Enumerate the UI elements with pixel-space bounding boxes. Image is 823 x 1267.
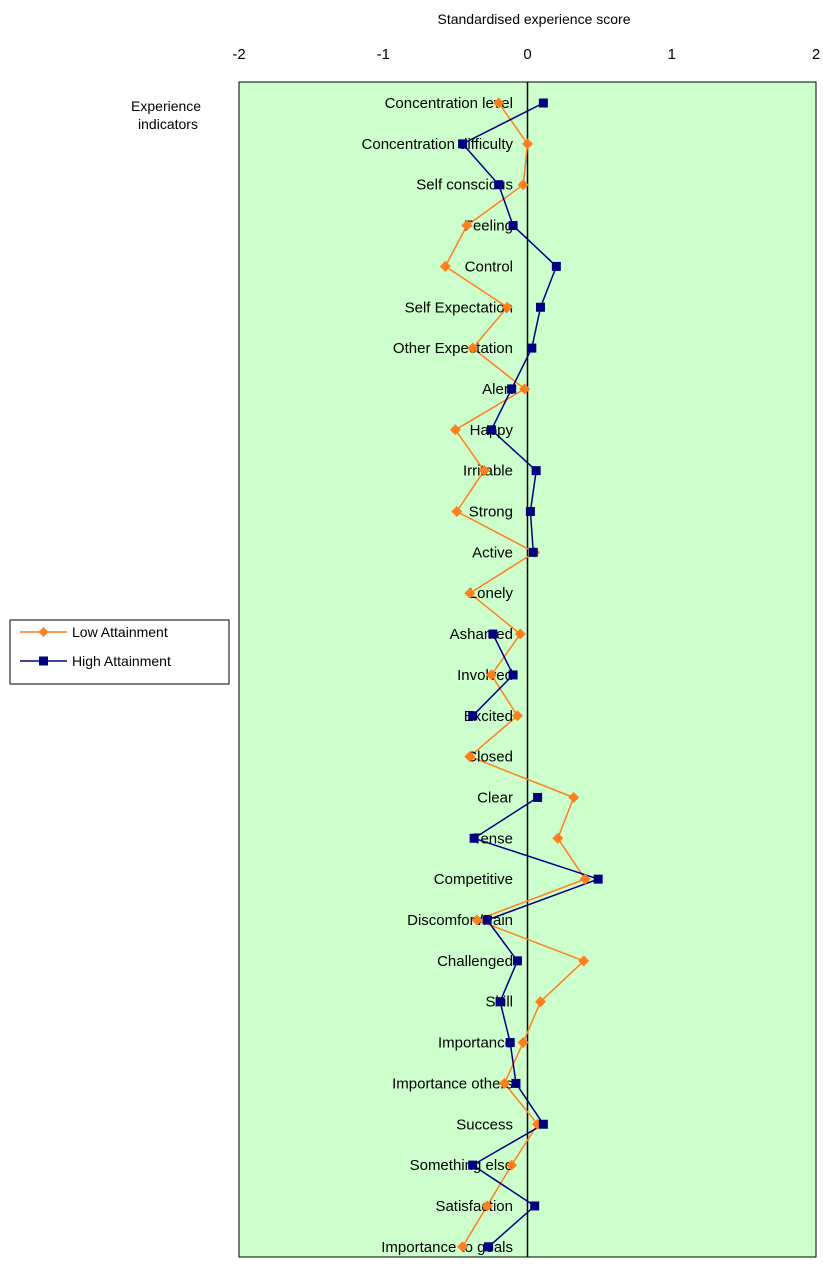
marker-low — [464, 587, 476, 599]
marker-low — [534, 996, 546, 1008]
legend: Low Attainment High Attainment — [9, 619, 230, 685]
marker-low — [501, 301, 513, 313]
marker-high — [484, 1242, 494, 1252]
category-label: Challenged — [437, 953, 513, 970]
marker-low — [552, 832, 564, 844]
category-label: Lonely — [469, 585, 514, 602]
series-markers — [439, 97, 603, 1253]
marker-low — [514, 628, 526, 640]
marker-low — [457, 1241, 469, 1253]
category-label: Self Expectation — [405, 299, 513, 316]
category-label: Competitive — [434, 871, 513, 888]
marker-high — [511, 1078, 521, 1088]
category-label: Active — [472, 544, 513, 561]
category-label: Importance — [438, 1035, 513, 1052]
marker-high — [538, 98, 548, 108]
marker-low — [461, 220, 473, 232]
marker-high — [531, 466, 541, 476]
y-axis-title-line-1: Experience — [131, 98, 201, 114]
marker-high — [486, 425, 496, 435]
marker-low — [439, 260, 451, 272]
marker-high — [495, 997, 505, 1007]
series-line-high — [471, 796, 599, 1248]
marker-low — [517, 1037, 529, 1049]
marker-high — [593, 874, 603, 884]
marker-high — [507, 384, 517, 394]
marker-low — [471, 914, 483, 926]
x-tick-labels: -2 -1 0 1 2 — [232, 46, 820, 63]
category-label: Clear — [477, 789, 513, 806]
marker-high — [468, 711, 478, 721]
marker-high — [525, 507, 535, 516]
marker-low — [578, 955, 590, 967]
marker-low — [506, 1159, 518, 1171]
marker-high — [533, 792, 543, 802]
x-axis-title: Standardised experience score — [437, 11, 630, 27]
marker-low — [579, 873, 591, 885]
category-label: Satisfaction — [435, 1198, 513, 1215]
category-label: Concentration difficulty — [362, 136, 514, 153]
marker-low — [517, 179, 529, 191]
legend-low-label: Low Attainment — [72, 624, 168, 640]
category-label: Discomfort/Pain — [407, 912, 513, 929]
category-label: Feeling — [464, 218, 513, 235]
category-label: Tense — [473, 830, 513, 847]
y-axis-title-line-2: indicators — [138, 116, 198, 132]
marker-low — [478, 465, 490, 477]
legend-high-marker — [39, 656, 48, 666]
marker-low — [464, 751, 476, 763]
category-label: Alert — [482, 381, 514, 398]
marker-low — [498, 1077, 510, 1089]
x-tick-label: 0 — [523, 46, 531, 63]
marker-low — [485, 669, 497, 681]
category-label: Closed — [466, 749, 513, 766]
marker-high — [458, 139, 468, 149]
category-label: Control — [465, 258, 513, 275]
legend-low-marker — [38, 627, 49, 637]
x-tick-label: 2 — [812, 46, 820, 63]
category-label: Involved — [457, 667, 513, 684]
category-label: Importance to goals — [381, 1239, 513, 1256]
marker-high — [512, 956, 522, 966]
marker-high — [488, 629, 498, 639]
marker-low — [451, 506, 463, 517]
category-label: Ashamed — [450, 626, 513, 643]
marker-high — [528, 547, 538, 557]
x-tick-label: -2 — [232, 46, 245, 63]
marker-low — [481, 1200, 493, 1212]
marker-high — [530, 1201, 540, 1211]
marker-high — [527, 343, 537, 353]
marker-low — [467, 342, 479, 354]
marker-high — [538, 1119, 548, 1129]
marker-low — [493, 97, 505, 109]
x-tick-label: 1 — [668, 46, 676, 63]
category-label: Something else — [410, 1157, 513, 1174]
marker-high — [551, 261, 561, 271]
marker-high — [482, 915, 492, 925]
marker-high — [508, 221, 518, 231]
marker-low — [511, 710, 523, 722]
x-tick-label: -1 — [377, 46, 390, 63]
marker-high — [505, 1038, 515, 1048]
marker-low — [449, 424, 461, 436]
marker-high — [494, 180, 504, 190]
category-label: Concentration level — [385, 95, 513, 112]
marker-high — [535, 302, 545, 312]
category-label: Self conscious — [416, 177, 513, 194]
y-axis-title: Experience indicators — [131, 98, 205, 132]
series-line-high — [461, 102, 558, 553]
marker-low — [522, 138, 533, 150]
marker-low — [568, 791, 580, 803]
marker-high — [469, 833, 479, 843]
category-label: Other Expectation — [393, 340, 513, 357]
category-label: Success — [456, 1116, 513, 1133]
marker-high — [468, 1160, 478, 1170]
category-label: Importance others — [392, 1075, 513, 1092]
marker-low — [519, 383, 531, 395]
marker-high — [508, 670, 518, 680]
category-label: Strong — [469, 504, 513, 521]
legend-high-label: High Attainment — [72, 653, 171, 669]
